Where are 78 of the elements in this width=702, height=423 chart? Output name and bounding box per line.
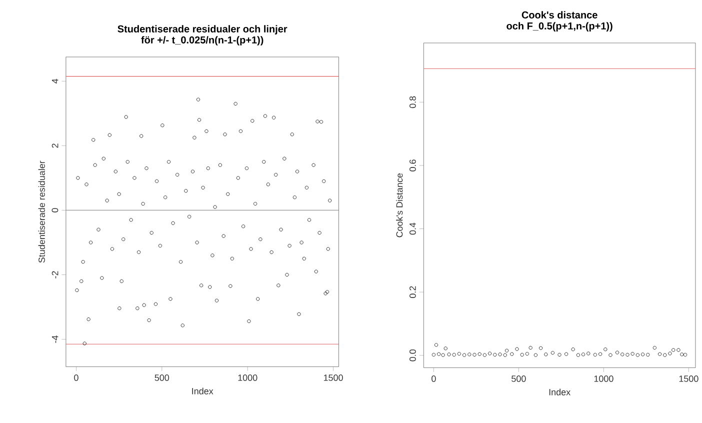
point (683, 353, 688, 357)
point (482, 353, 486, 358)
point (626, 353, 630, 357)
point (437, 352, 441, 356)
point (630, 352, 634, 356)
point (493, 353, 497, 357)
point (652, 346, 656, 350)
point (658, 352, 662, 356)
x-tick-label: 0 (74, 374, 78, 382)
point (478, 352, 482, 356)
y-tick-label: 0.8 (410, 96, 416, 108)
chart-subtitle: och F_0.5(p+1,n-(p+1)) (506, 22, 612, 32)
point (608, 353, 612, 358)
chart-title: Cook's distance (522, 11, 598, 19)
x-axis-title: Index (549, 388, 570, 396)
point (636, 353, 640, 358)
x-tick-label: 1000 (594, 376, 614, 382)
point (468, 352, 472, 356)
y-tick-label: -2 (52, 271, 58, 279)
point (680, 352, 684, 356)
point (615, 350, 620, 354)
point (432, 353, 436, 357)
x-tick-label: 500 (154, 374, 170, 382)
point (550, 351, 554, 355)
point (598, 352, 602, 356)
point (534, 353, 538, 358)
point (672, 348, 676, 352)
point (576, 353, 580, 358)
y-tick-label: 0.6 (410, 160, 416, 172)
point (640, 352, 645, 356)
point (472, 353, 476, 357)
point (564, 352, 568, 356)
x-tick-label: 0 (432, 376, 436, 382)
y-axis-title: Cook's Distance (396, 174, 403, 238)
point (441, 353, 445, 358)
y-tick-label: 0.0 (410, 350, 416, 362)
point (538, 346, 543, 350)
x-tick-label: 1500 (324, 374, 343, 382)
point (457, 352, 461, 356)
point (510, 352, 514, 356)
point (663, 353, 667, 358)
y-tick-label: 0 (52, 208, 58, 213)
point (528, 346, 532, 350)
point (452, 353, 456, 357)
point (558, 353, 562, 357)
y-tick-label: 0.4 (410, 222, 416, 235)
point (676, 348, 680, 352)
point (434, 343, 438, 347)
point (571, 348, 575, 352)
point (504, 348, 509, 353)
x-axis-title: Index (192, 388, 214, 395)
point (525, 352, 529, 356)
point (586, 352, 590, 356)
point (581, 352, 586, 356)
point (593, 353, 597, 357)
y-tick-label: -4 (52, 336, 58, 344)
point (515, 347, 519, 351)
point (520, 353, 524, 357)
point (604, 348, 608, 352)
point (544, 352, 548, 356)
y-axis-title: Studentiserade residualer (38, 160, 45, 263)
y-tick-label: 2 (52, 144, 58, 148)
point (498, 352, 502, 356)
point (447, 352, 451, 356)
x-tick-label: 1000 (238, 374, 258, 382)
point (668, 352, 672, 356)
x-tick-label: 500 (512, 376, 526, 382)
point (503, 353, 507, 358)
point (462, 353, 466, 358)
point (620, 352, 624, 356)
y-tick-label: 0.2 (410, 286, 416, 298)
y-tick-label: 4 (52, 79, 58, 84)
x-tick-label: 1500 (679, 376, 698, 382)
point (646, 353, 650, 357)
point (444, 346, 448, 350)
chart-title: Studentiserade residualer och linjer (118, 25, 288, 35)
point (488, 352, 492, 356)
chart-subtitle: för +/- t_0.025/n(n-1-(p+1)) (141, 36, 264, 46)
